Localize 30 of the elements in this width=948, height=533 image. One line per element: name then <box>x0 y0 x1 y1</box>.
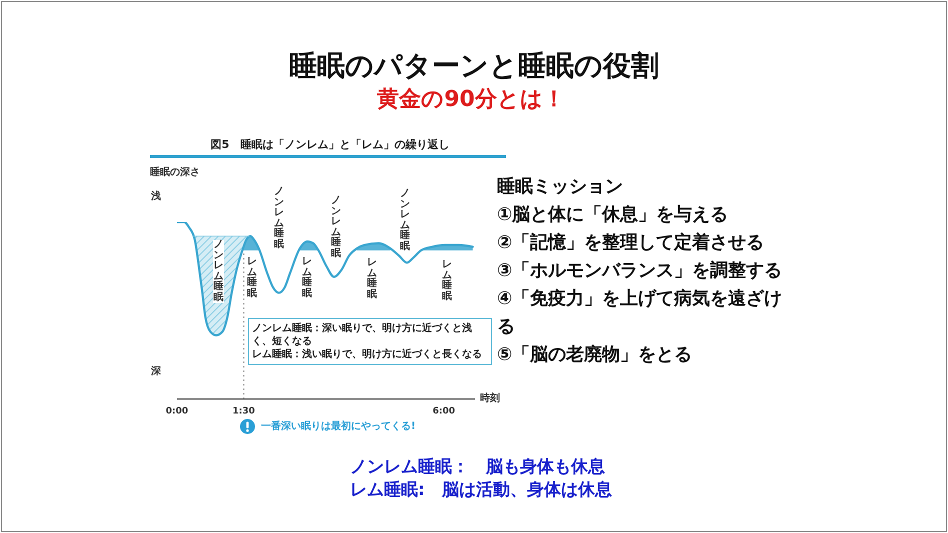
x-tick-label: 6:00 <box>432 406 456 416</box>
annotation: ノンレム睡眠 <box>400 188 410 252</box>
annotation: ノンレム睡眠 <box>330 195 342 259</box>
text: 深 <box>151 366 161 378</box>
x-tick-label: 0:00 <box>166 406 188 416</box>
text: ②「記憶」を整理して定着させる <box>497 231 766 255</box>
annotation: レム睡眠 <box>442 259 452 302</box>
caption: 図5 睡眠は「ノンレム」と「レム」の繰り返し <box>210 137 450 153</box>
x-axis-title: 時刻 <box>480 392 500 405</box>
chart-title: 睡眠のパターンと睡眠の役割 <box>288 48 660 84</box>
text: 浅 <box>151 191 161 203</box>
annotation: レム睡眠 <box>246 256 258 299</box>
annotation: ノンレム睡眠 <box>274 186 284 250</box>
y-axis-title: 睡眠の深さ <box>150 166 200 179</box>
text: ④「免疫力」を上げて病気を遠ざける <box>497 287 784 339</box>
note-frame: ノンレム睡眠：深い眠りで、明け方に近づくと浅く、短くなる レム睡眠：浅い眠りで、明け方に近づくと長くなる <box>248 318 492 365</box>
text: ノンレム睡眠： 脳も身体も休息 <box>350 456 606 479</box>
annotation: ノンレム睡眠：深い眠りで、明け方に近づくと浅く、短くなる <box>252 322 473 348</box>
text: ①脳と体に「休息」を与える <box>497 203 730 227</box>
text: 睡眠ミッション <box>497 175 624 199</box>
chart-subtitle: 黄金の90分とは！ <box>376 86 566 114</box>
x-tick-label: 1:30 <box>232 406 255 416</box>
text: 一番深い眠りは最初にやってくる! <box>261 420 416 434</box>
annotation: ノンレム睡眠 <box>213 239 224 303</box>
text: レム睡眠: 脳は活動、身体は休息 <box>350 479 612 502</box>
annotation: レム睡眠 <box>366 257 378 300</box>
annotation: レム睡眠 <box>302 256 312 299</box>
text: ③「ホルモンバランス」を調整する <box>497 259 784 283</box>
annotation: レム睡眠：浅い眠りで、明け方に近づくと長くなる <box>252 348 483 361</box>
text: ⑤「脳の老廃物」をとる <box>497 343 694 367</box>
